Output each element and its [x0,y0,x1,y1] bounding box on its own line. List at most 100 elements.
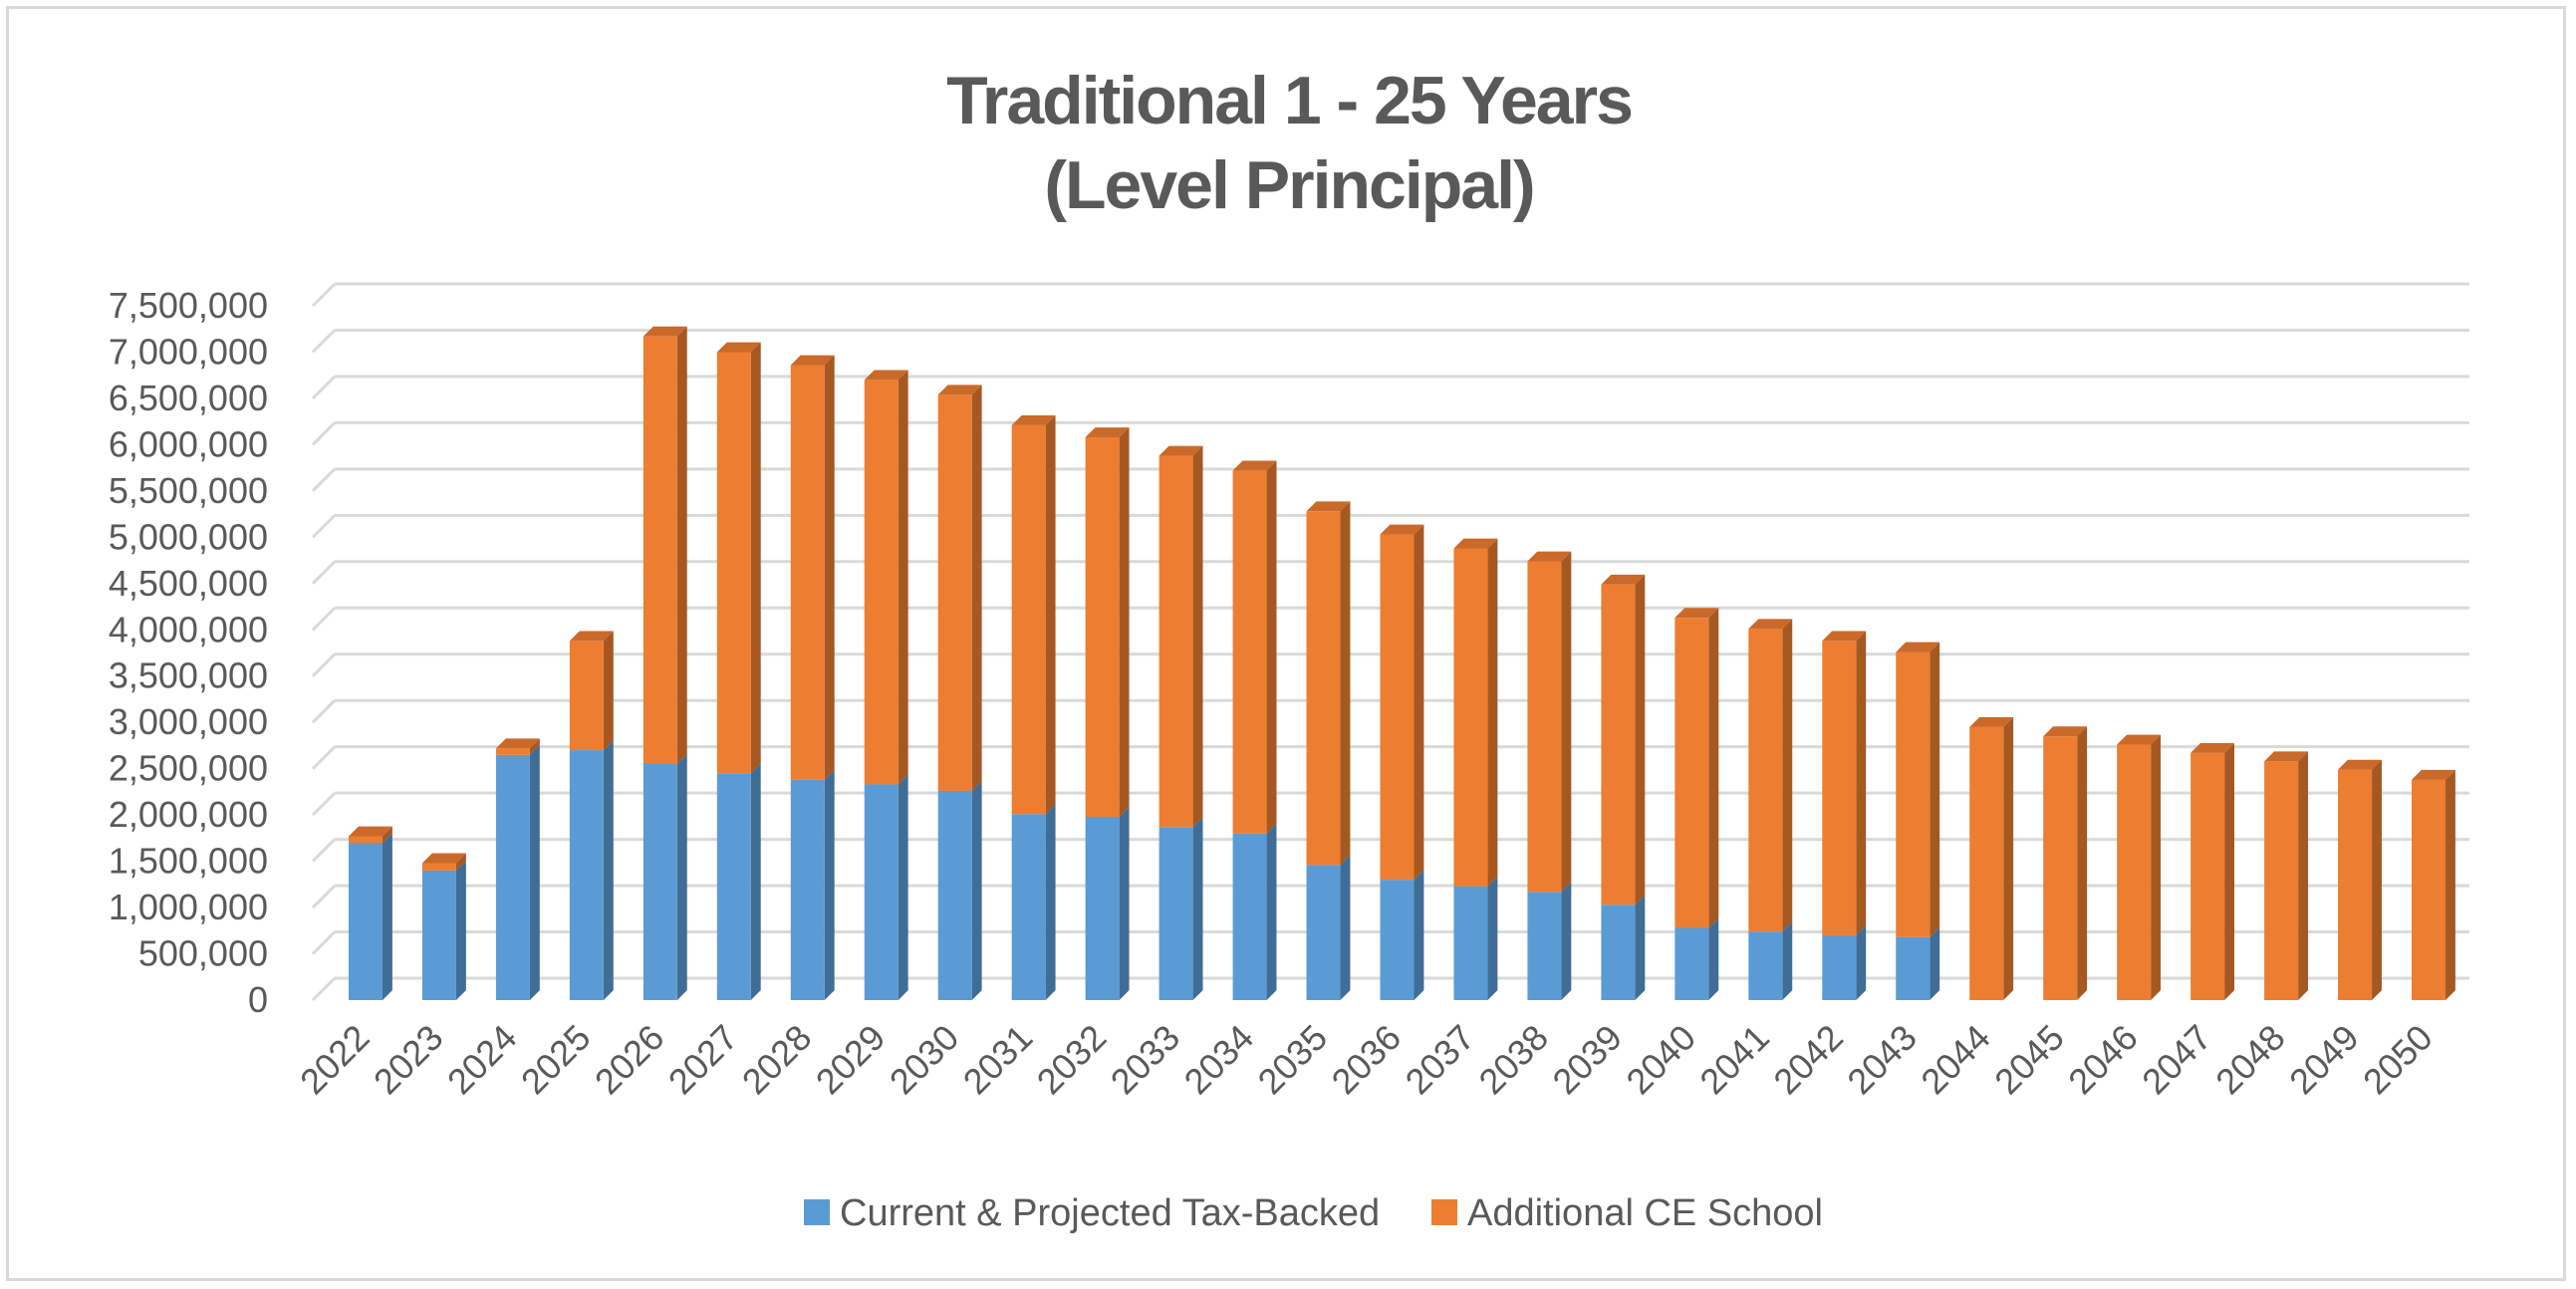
bar-additional-ce-school-2042 [1822,631,1867,935]
bar-tax-backed-2041 [1748,921,1793,1000]
bar-additional-ce-school-2036-front [1380,534,1415,881]
bar-tax-backed-2037-side [1487,876,1498,1000]
bar-additional-ce-school-2044-front [1969,726,2004,1000]
bar-tax-backed-2026-side [676,754,687,1000]
gridline-depth [311,421,337,446]
bar-tax-backed-2033 [1159,817,1203,1000]
bar-top-2049 [2338,759,2382,770]
bar-tax-backed-2035-front [1306,865,1341,1000]
bar-additional-ce-school-2038-side [1561,551,1572,893]
bar-top-2023 [421,853,466,864]
bar-additional-ce-school-2038 [1527,551,1572,893]
bar-tax-backed-2037-front [1453,886,1488,1000]
bar-additional-ce-school-2041-side [1782,619,1793,932]
bar-layer [348,326,2455,1000]
bar-tax-backed-2039-side [1635,895,1646,1000]
bar-tax-backed-2040 [1674,917,1719,1000]
bar-tax-backed-2040-front [1674,927,1709,1000]
bar-tax-backed-2029-front [864,784,899,1000]
bar-tax-backed-2036-front [1380,880,1415,1000]
x-tick-label: 2029 [808,1017,894,1103]
bar-additional-ce-school-2026-front [643,336,677,765]
bar-additional-ce-school-2041-front [1748,629,1783,932]
bar-additional-ce-school-2026 [643,326,687,765]
bar-tax-backed-2030-side [971,781,982,1000]
x-tick-label: 2028 [734,1017,820,1103]
bar-additional-ce-school-2036-side [1414,524,1424,881]
bar-tax-backed-2033-front [1159,827,1193,1000]
bar-tax-backed-2022-side [382,833,392,1000]
bar-additional-ce-school-2033 [1159,445,1203,828]
bar-additional-ce-school-2033-front [1159,455,1193,828]
bar-tax-backed-2037 [1453,876,1498,1000]
bar-additional-ce-school-2025-side [603,631,614,751]
bar-additional-ce-school-2040-side [1708,608,1719,928]
bar-tax-backed-2024-side [529,744,540,1000]
bar-additional-ce-school-2022-side [382,826,392,844]
bar-top-2036 [1380,524,1424,535]
bar-top-2022 [348,826,392,837]
bar-top-2030 [937,385,982,395]
chart-frame: Traditional 1 - 25 Years (Level Principa… [6,6,2566,1281]
gridline-depth [311,699,337,724]
bar-tax-backed-2036-side [1414,870,1424,1000]
bar-tax-backed-2043 [1896,926,1940,1000]
x-tick-label: 2038 [1470,1017,1556,1103]
x-tick-label: 2041 [1691,1017,1777,1103]
bar-additional-ce-school-2029-side [898,370,908,785]
bar-top-2033 [1159,445,1203,456]
gridline-depth [311,607,337,632]
bar-additional-ce-school-2039 [1601,574,1646,905]
gridline-depth [311,560,337,585]
x-tick-label: 2048 [2207,1017,2293,1103]
x-tick-label: 2023 [366,1017,451,1103]
bar-additional-ce-school-2028 [790,355,835,780]
bar-additional-ce-school-2041 [1748,619,1793,932]
gridline-depth [311,976,337,1002]
bar-additional-ce-school-2034 [1232,460,1277,834]
bar-additional-ce-school-2034-front [1232,470,1267,834]
x-tick-label: 2047 [2134,1017,2219,1103]
bar-tax-backed-2032-front [1085,816,1120,1000]
gridline-depth [311,885,337,909]
bar-additional-ce-school-2027 [716,342,761,774]
bar-additional-ce-school-2037-front [1453,548,1488,887]
bar-tax-backed-2041-front [1748,931,1783,1000]
bar-tax-backed-2022-front [348,843,383,1000]
bar-additional-ce-school-2035 [1306,501,1351,866]
bar-top-2027 [716,342,761,353]
x-tick-label: 2045 [1986,1017,2072,1103]
legend: Current & Projected Tax-Backed Additiona… [804,1192,1823,1234]
y-tick-label: 6,500,000 [109,378,268,418]
legend-swatch-tax-backed [804,1199,830,1225]
bar-additional-ce-school-2042-side [1856,631,1867,935]
bar-tax-backed-2034 [1232,823,1277,1000]
x-tick-label: 2034 [1176,1017,1262,1103]
y-tick-label: 1,000,000 [109,887,268,927]
bar-tax-backed-2043-front [1896,936,1931,1000]
x-tick-label: 2050 [2355,1017,2441,1103]
bar-additional-ce-school-2050 [2412,769,2455,1000]
bar-top-2026 [643,326,687,337]
bar-tax-backed-2033-side [1192,817,1203,1000]
bar-additional-ce-school-2043-front [1896,651,1931,937]
bar-additional-ce-school-2029 [864,370,908,785]
bar-tax-backed-2027-front [716,773,751,1000]
bar-tax-backed-2022 [348,833,392,1000]
bar-additional-ce-school-2022 [348,826,392,844]
bar-additional-ce-school-2047 [2190,742,2235,1000]
x-axis-ticks: 2022202320242025202620272028202920302031… [292,1017,2441,1103]
bar-tax-backed-2041-side [1782,921,1793,1000]
bar-additional-ce-school-2023 [421,853,466,871]
bar-additional-ce-school-2024 [495,738,540,755]
bar-top-2039 [1601,574,1646,585]
bar-top-2044 [1969,716,2014,727]
x-tick-label: 2033 [1103,1017,1188,1103]
bar-top-2031 [1011,414,1056,425]
bar-additional-ce-school-2039-side [1635,574,1646,905]
bar-tax-backed-2031 [1011,804,1056,1000]
x-tick-label: 2044 [1913,1017,1998,1103]
bar-top-2032 [1085,427,1130,437]
bar-additional-ce-school-2029-front [864,380,899,785]
bar-tax-backed-2025-front [569,750,604,1000]
